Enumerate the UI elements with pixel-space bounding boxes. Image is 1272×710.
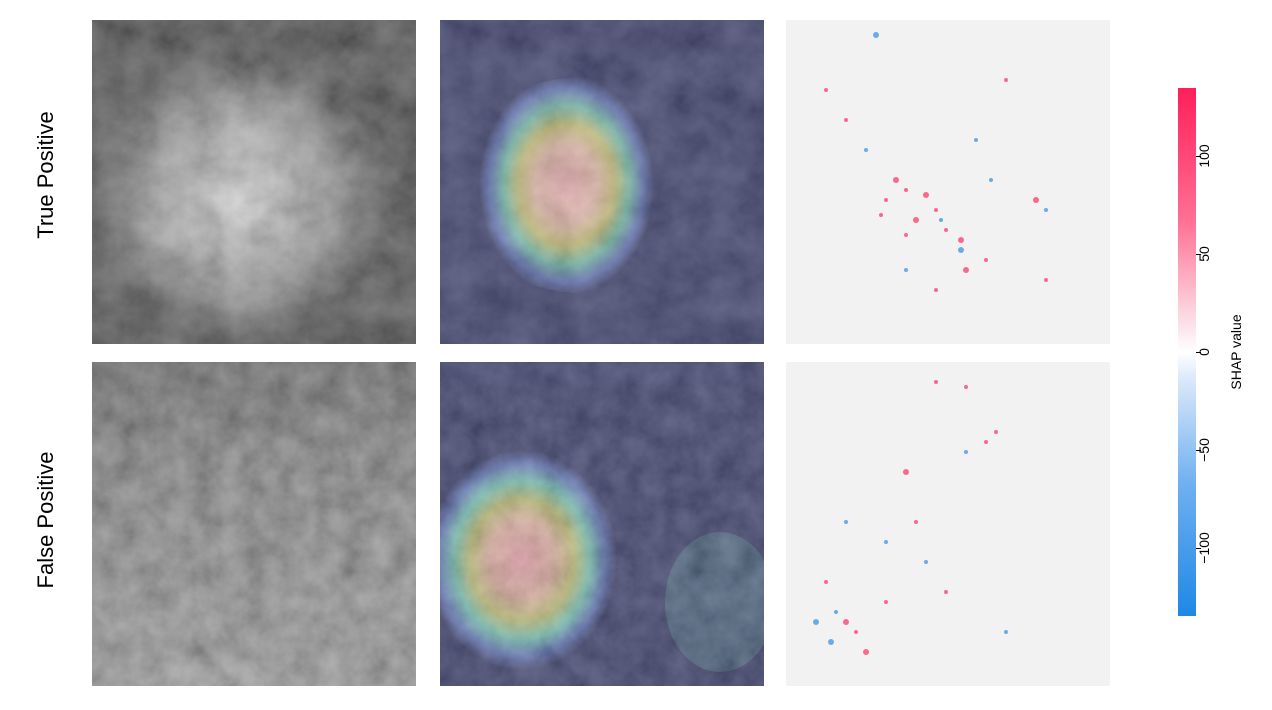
false-positive-mammogram-image xyxy=(92,362,416,686)
row-label-false-positive: False Positive xyxy=(33,451,58,589)
colorbar-tick-mark xyxy=(1196,156,1201,158)
true-positive-shap-map xyxy=(786,20,1110,344)
colorbar-tick-label: −100 xyxy=(1196,531,1212,564)
colorbar-tick-mark xyxy=(1196,449,1201,451)
colorbar-tick-mark xyxy=(1196,254,1201,256)
true-positive-heatmap-overlay xyxy=(440,20,764,344)
true-positive-mammogram-image xyxy=(92,20,416,344)
false-positive-shap-map xyxy=(786,362,1110,686)
shap-colorbar xyxy=(1178,88,1196,616)
colorbar-tick-label: 0 xyxy=(1196,348,1212,356)
colorbar-tick-label: 100 xyxy=(1196,144,1212,169)
colorbar-tick-label: −50 xyxy=(1196,437,1212,462)
colorbar-label: SHAP value xyxy=(1228,314,1244,390)
colorbar-tick-mark xyxy=(1196,352,1201,353)
colorbar-tick-mark xyxy=(1196,547,1201,549)
false-positive-heatmap-overlay xyxy=(440,362,764,686)
row-label-true-positive: True Positive xyxy=(33,111,58,239)
colorbar-tick-label: 50 xyxy=(1196,246,1212,263)
